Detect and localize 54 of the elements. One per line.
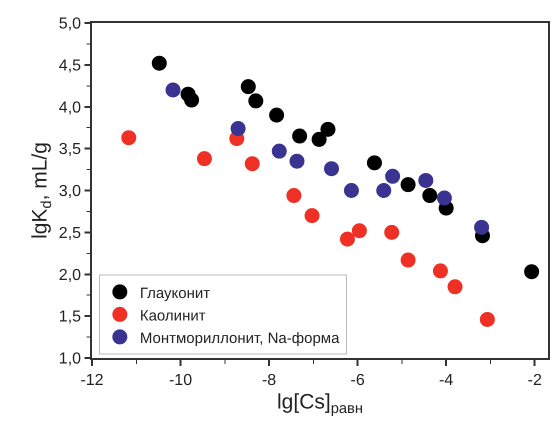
y-tick-label: 2,5 — [58, 224, 82, 242]
point — [184, 92, 200, 108]
y-tick-label: 3,0 — [58, 183, 82, 200]
y-tick-label: 4,0 — [58, 99, 82, 116]
point — [385, 168, 400, 184]
point — [269, 108, 284, 123]
point — [432, 263, 448, 278]
y-tick-label: 2,0 — [58, 266, 82, 284]
point — [166, 82, 181, 98]
x-tick-label: -2 — [528, 372, 542, 389]
point — [312, 132, 327, 147]
point — [230, 121, 246, 136]
point — [384, 224, 400, 240]
point — [196, 151, 212, 166]
point — [121, 130, 136, 146]
point — [352, 223, 367, 238]
point — [292, 128, 308, 144]
legend-label: Монтмориллонит, Na-форма — [140, 330, 340, 347]
point — [422, 188, 438, 204]
y-tick-label: 3,5 — [58, 141, 82, 158]
point — [480, 312, 495, 327]
point — [366, 155, 382, 170]
point — [376, 183, 392, 198]
y-tick-label: 5,0 — [58, 16, 82, 33]
point — [240, 79, 256, 94]
point — [289, 154, 304, 169]
point — [244, 156, 260, 172]
point — [400, 177, 416, 192]
y-tick-label: 1,0 — [58, 350, 82, 368]
point — [286, 188, 302, 204]
point — [418, 172, 434, 188]
point — [448, 279, 463, 294]
x-tick-label: -12 — [80, 372, 104, 389]
point — [436, 190, 452, 206]
point — [340, 232, 355, 247]
legend-label: Каолинит — [140, 307, 206, 324]
x-tick-label: -4 — [439, 372, 454, 389]
point — [248, 93, 264, 108]
x-tick-label: -8 — [262, 372, 276, 389]
point — [344, 183, 359, 198]
x-axis-title: lg[Cs]$_{равн}$ — [277, 390, 363, 418]
x-tick-label: -6 — [350, 372, 365, 389]
point — [304, 208, 320, 224]
point — [524, 264, 540, 280]
legend-label: Глауконит — [140, 284, 210, 302]
y-tick-label: 4,5 — [58, 57, 82, 74]
x-tick-label: -10 — [168, 372, 192, 389]
y-tick-label: 1,5 — [58, 308, 82, 326]
point — [474, 220, 490, 235]
point — [400, 252, 416, 268]
point — [324, 161, 340, 176]
point — [152, 56, 167, 71]
point — [320, 122, 336, 137]
point — [272, 144, 287, 159]
